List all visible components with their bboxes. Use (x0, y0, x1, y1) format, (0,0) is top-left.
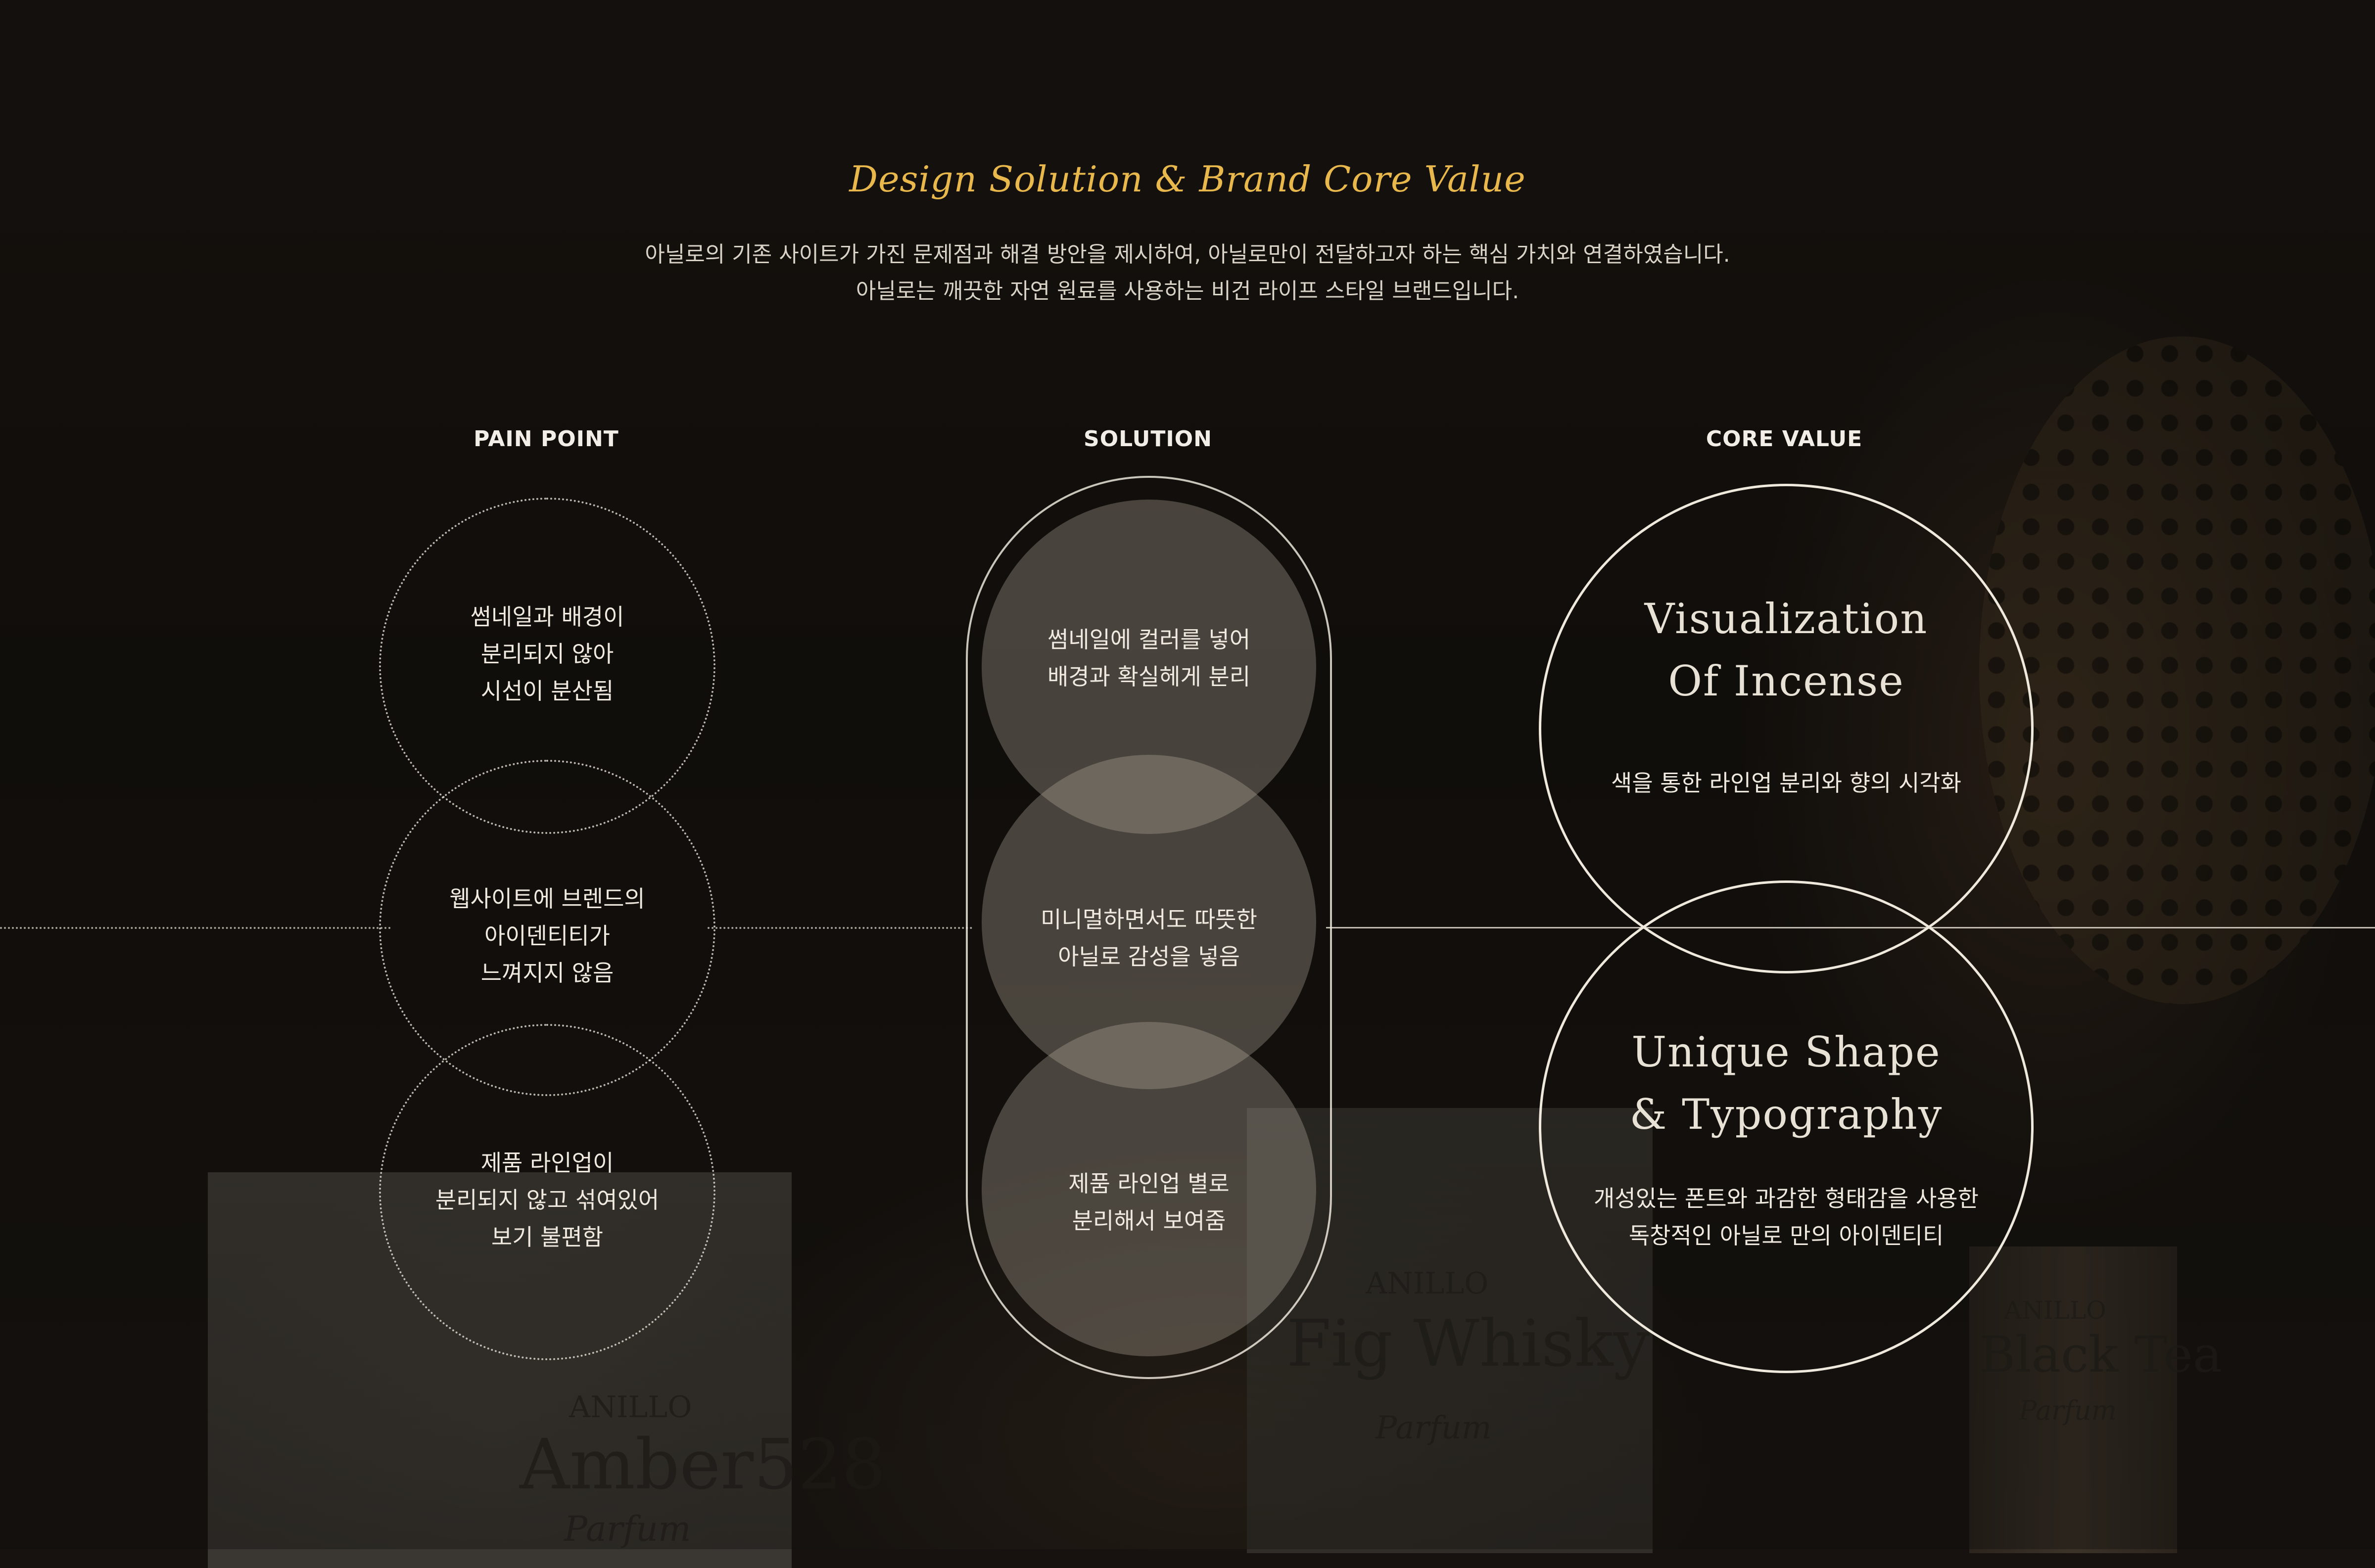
core-value-title-2: Unique Shape & Typography (1629, 1028, 1943, 1139)
perfume-bottle (1969, 1246, 2177, 1553)
solution-text-3: 제품 라인업 별로 분리해서 보여줌 (1068, 1170, 1230, 1234)
pain-point-text-2: 웹사이트에 브렌드의 아이덴티티가 느껴지지 않음 (449, 885, 645, 986)
box2-brand: ANILLO (1366, 1266, 1489, 1301)
box2-type: Parfum (1376, 1410, 1492, 1446)
solution-circle-3 (982, 1022, 1316, 1356)
core-value-title-1: Visualization Of Incense (1644, 595, 1928, 705)
solution-circle-1 (982, 500, 1316, 834)
core-value-circle-2 (1539, 880, 2034, 1373)
bottle-name: Black Tea (1979, 1326, 2223, 1384)
solution-circle-2 (982, 755, 1316, 1089)
bottle-brand: ANILLO (2004, 1296, 2107, 1325)
box1-brand: ANILLO (569, 1390, 692, 1425)
section-description-line1: 아닐로의 기존 사이트가 가진 문제점과 해결 방안을 제시하여, 아닐로만이 … (645, 242, 1730, 267)
box2-name: Fig Whisky (1286, 1306, 1650, 1381)
box1-type: Parfum (564, 1509, 691, 1549)
pain-point-label: PAIN POINT (474, 426, 619, 452)
solution-text-1: 썸네일에 컬러를 넣어 배경과 확실헤게 분리 (1047, 626, 1251, 690)
section-title: Design Solution & Brand Core Value (849, 158, 1526, 200)
core-value-desc-1: 색을 통한 라인업 분리와 향의 시각화 (1611, 770, 1961, 796)
connector-line-mid (708, 927, 972, 929)
solution-label: SOLUTION (1084, 426, 1212, 452)
perforated-panel (1979, 336, 2375, 1004)
solution-text-2: 미니멀하면서도 따뜻한 아닐로 감성을 넣음 (1041, 906, 1257, 970)
section-description-line2: 아닐로는 깨끗한 자연 원료를 사용하는 비건 라이프 스타일 브랜드입니다. (855, 278, 1520, 304)
pain-point-text-1: 썸네일과 배경이 분리되지 않아 시선이 분산됨 (470, 603, 624, 704)
connector-line-left (0, 927, 391, 929)
solution-pill-outline (966, 476, 1332, 1379)
pain-point-circle-3 (379, 1024, 715, 1360)
core-value-label: CORE VALUE (1706, 426, 1863, 452)
bottle-type: Parfum (2019, 1395, 2117, 1426)
box1-name: Amber528 (520, 1425, 886, 1505)
core-value-desc-2: 개성있는 폰트와 과감한 형태감을 사용한 독창적인 아닐로 만의 아이덴티티 (1594, 1185, 1979, 1249)
pain-point-text-3: 제품 라인업이 분리되지 않고 섞여있어 보기 불편함 (435, 1150, 660, 1250)
